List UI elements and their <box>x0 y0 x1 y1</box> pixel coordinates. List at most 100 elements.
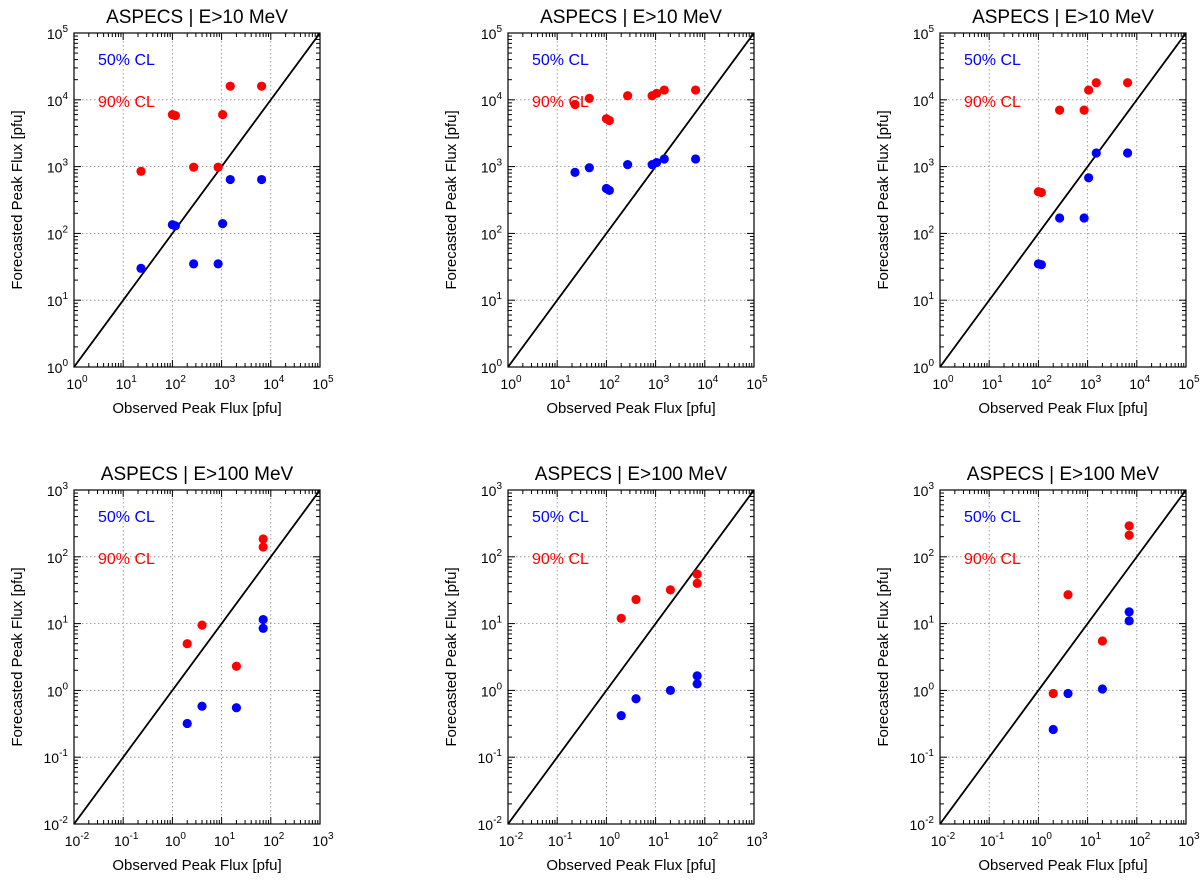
x-tick-label: 10-2 <box>65 831 90 849</box>
data-point <box>692 578 702 588</box>
series-90-cl <box>182 534 268 671</box>
chart-title: ASPECS | E>10 MeV <box>540 7 722 28</box>
data-point <box>189 162 199 172</box>
data-point <box>258 614 268 625</box>
data-point <box>1048 688 1058 699</box>
x-axis-label: Observed Peak Flux [pfu] <box>112 400 281 417</box>
plot-frame <box>939 489 1187 825</box>
data-point <box>604 185 614 196</box>
legend-label: 90% CL <box>98 94 155 111</box>
y-tick-label: 101 <box>913 291 935 309</box>
x-axis-label: Observed Peak Flux [pfu] <box>112 857 281 874</box>
x-tick-label: 104 <box>1129 374 1151 392</box>
identity-line <box>74 33 320 367</box>
data-point <box>225 174 235 185</box>
x-tick-label: 105 <box>1178 374 1200 392</box>
y-tick-label: 102 <box>913 224 935 242</box>
legend-label: 90% CL <box>532 551 589 568</box>
ticks <box>939 33 1186 368</box>
x-tick-label: 100 <box>932 374 954 392</box>
tick-labels: 100 101 102 103 104 105 100 101 102 103 104 105 <box>47 24 334 392</box>
y-tick-label: 101 <box>913 615 935 633</box>
x-tick-label: 100 <box>165 831 187 849</box>
y-tick-label: 10-2 <box>478 815 503 833</box>
gridlines <box>74 33 320 367</box>
data-point <box>1122 78 1133 88</box>
legend-label: 90% CL <box>964 94 1021 111</box>
data-point <box>170 221 180 231</box>
legend-label: 90% CL <box>532 94 589 111</box>
legend-label: 50% CL <box>964 509 1021 526</box>
data-point <box>1063 688 1073 699</box>
legend-label: 50% CL <box>98 52 155 69</box>
gridlines <box>508 490 754 824</box>
plot-frame <box>507 489 755 825</box>
data-point <box>692 671 702 681</box>
data-point <box>1079 105 1089 115</box>
y-tick-label: 102 <box>913 548 935 566</box>
chart-title: ASPECS | E>100 MeV <box>967 464 1160 485</box>
y-tick-label: 102 <box>47 224 69 242</box>
x-tick-label: 100 <box>500 374 522 392</box>
y-axis-label: Forecasted Peak Flux [pfu] <box>9 567 26 746</box>
legend: 50% CL 90% CL <box>532 52 589 111</box>
x-tick-label: 102 <box>1031 374 1053 392</box>
data-point <box>1079 213 1089 223</box>
tick-labels: 100 101 102 103 104 105 100 101 102 103 104 105 <box>481 24 768 392</box>
legend: 50% CL 90% CL <box>964 52 1021 111</box>
y-tick-label: 100 <box>481 358 503 376</box>
data-point <box>197 620 207 630</box>
series-90-cl <box>136 81 267 176</box>
x-tick-label: 103 <box>746 831 768 849</box>
x-tick-label: 103 <box>1080 374 1102 392</box>
data-point <box>1122 148 1133 158</box>
y-tick-label: 104 <box>481 91 503 109</box>
x-tick-label: 10-2 <box>931 831 956 849</box>
legend: 50% CL 90% CL <box>98 52 155 111</box>
series-50-cl <box>616 671 702 721</box>
legend-label: 50% CL <box>532 509 589 526</box>
chart-title: ASPECS | E>100 MeV <box>535 464 728 485</box>
data-point <box>256 81 267 91</box>
data-point <box>623 160 633 170</box>
series-90-cl <box>570 85 701 126</box>
data-point <box>213 162 223 172</box>
chart-panel-3: 100 101 102 103 104 105 100 101 102 103 104 105 ASPE… <box>875 7 1200 417</box>
y-tick-label: 102 <box>481 224 503 242</box>
gridlines <box>940 33 1186 367</box>
y-tick-label: 100 <box>913 358 935 376</box>
legend: 50% CL 90% CL <box>964 509 1021 568</box>
data-point <box>136 263 146 273</box>
y-tick-label: 10-1 <box>44 748 69 766</box>
series-50-cl <box>182 614 268 729</box>
data-point <box>218 219 228 229</box>
x-axis-label: Observed Peak Flux [pfu] <box>546 857 715 874</box>
data-point <box>584 93 594 103</box>
x-tick-label: 101 <box>1080 831 1102 849</box>
x-tick-label: 103 <box>312 831 334 849</box>
data-point <box>1097 636 1108 646</box>
y-tick-label: 103 <box>47 481 69 499</box>
gridlines <box>508 33 754 367</box>
data-point <box>1097 684 1108 694</box>
x-tick-label: 100 <box>66 374 88 392</box>
data-point <box>652 88 662 98</box>
x-tick-label: 103 <box>1178 831 1200 849</box>
data-point <box>1063 590 1073 600</box>
data-point <box>1048 724 1058 735</box>
x-tick-label: 101 <box>116 374 138 392</box>
data-point <box>258 623 268 633</box>
data-point <box>690 85 701 95</box>
data-point <box>604 115 614 126</box>
data-point <box>218 110 228 120</box>
x-tick-label: 105 <box>746 374 768 392</box>
y-tick-label: 100 <box>913 681 935 699</box>
x-tick-label: 105 <box>312 374 334 392</box>
y-tick-label: 105 <box>481 24 503 42</box>
tick-labels: 10-2 10-1 100 101 102 103 10-2 10-1 100 101 102 103 <box>910 481 1200 849</box>
data-point <box>136 166 146 176</box>
data-point <box>256 174 267 185</box>
data-point <box>631 694 641 704</box>
plot-frame <box>73 489 321 825</box>
y-tick-label: 103 <box>481 158 503 176</box>
